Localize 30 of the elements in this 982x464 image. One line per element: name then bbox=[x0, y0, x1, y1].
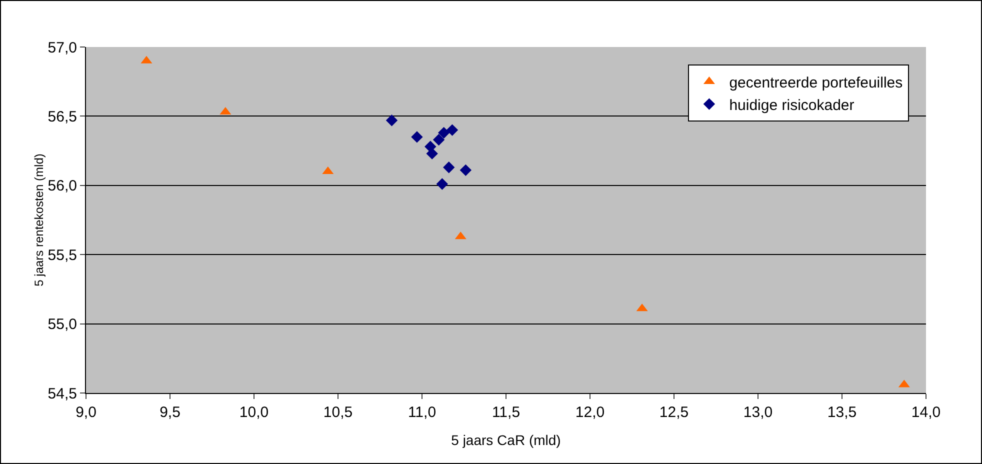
y-tick-label: 57,0 bbox=[48, 39, 77, 56]
x-tick-label: 9,5 bbox=[160, 404, 180, 421]
x-tick-label: 10,5 bbox=[323, 404, 353, 421]
x-tick-label: 13,5 bbox=[827, 404, 857, 421]
point bbox=[446, 124, 458, 136]
x-tick-label: 12,5 bbox=[659, 404, 689, 421]
x-axis-title: 5 jaars CaR (mld) bbox=[451, 432, 561, 448]
point bbox=[436, 178, 448, 190]
y-tick-label: 56,0 bbox=[48, 178, 77, 195]
y-axis-title: 5 jaars rentekosten (mld) bbox=[32, 154, 46, 286]
y-tick-label: 54,5 bbox=[48, 385, 77, 402]
point bbox=[426, 148, 438, 160]
x-tick-label: 10,0 bbox=[239, 404, 269, 421]
y-tick-label: 55,5 bbox=[48, 246, 77, 264]
x-tick-label: 11,0 bbox=[408, 404, 436, 421]
x-tick-label: 9,0 bbox=[76, 404, 96, 421]
legend-label: gecentreerde portefeuilles bbox=[729, 74, 903, 92]
legend-label: huidige risicokader bbox=[729, 96, 854, 114]
x-tick-label: 13,0 bbox=[743, 404, 773, 421]
x-tick-label: 12,0 bbox=[575, 404, 605, 421]
x-tick-label: 14,0 bbox=[911, 404, 941, 421]
point bbox=[438, 126, 450, 139]
y-tick-label: 55,0 bbox=[48, 316, 77, 334]
x-tick-label: 11,5 bbox=[492, 404, 520, 421]
point bbox=[443, 162, 455, 174]
point bbox=[432, 134, 445, 146]
point bbox=[411, 131, 423, 143]
point bbox=[460, 164, 472, 176]
point bbox=[386, 114, 398, 126]
y-tick-label: 56,5 bbox=[48, 108, 77, 126]
